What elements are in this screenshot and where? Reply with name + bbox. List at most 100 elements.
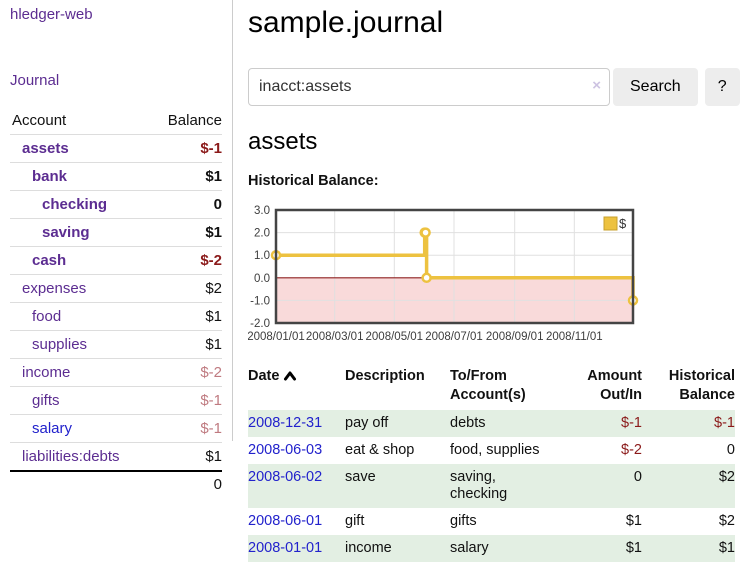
- transaction-accounts: gifts: [450, 513, 477, 529]
- brand-link[interactable]: hledger-web: [10, 6, 93, 23]
- account-balance: $-2: [150, 358, 222, 387]
- account-link[interactable]: gifts: [32, 392, 60, 409]
- account-link[interactable]: income: [22, 364, 71, 381]
- svg-text:2008/03/01: 2008/03/01: [306, 331, 364, 343]
- page-title: sample.journal: [248, 6, 444, 39]
- transaction-amount: $-1: [621, 415, 642, 431]
- account-balance: 0: [150, 190, 222, 219]
- transaction-balance: $-1: [714, 415, 735, 431]
- search-input[interactable]: [248, 68, 610, 106]
- svg-text:3.0: 3.0: [254, 205, 270, 217]
- account-row: salary $-1: [10, 414, 222, 443]
- account-balance: $1: [150, 442, 222, 472]
- svg-text:$: $: [619, 216, 627, 231]
- account-row: gifts $-1: [10, 386, 222, 415]
- nav-journal-link[interactable]: Journal: [10, 72, 60, 89]
- chart-title: Historical Balance:: [248, 173, 379, 189]
- accounts-total-value: 0: [150, 470, 222, 498]
- account-balance: $-1: [150, 134, 222, 163]
- transaction-accounts: saving, checking: [450, 469, 508, 502]
- transaction-date-link[interactable]: 2008-01-01: [248, 540, 323, 556]
- account-row: expenses $2: [10, 274, 222, 303]
- transaction-amount: $1: [625, 513, 642, 529]
- historical-balance-chart: $3.0 2.0 1.0 0.0 -1.0 -2.0 2008/01/01 2008/03/0…: [248, 204, 742, 346]
- account-link[interactable]: expenses: [22, 280, 87, 297]
- help-button[interactable]: ?: [704, 68, 740, 106]
- account-link[interactable]: bank: [32, 168, 68, 185]
- search-button[interactable]: Search: [613, 68, 698, 106]
- svg-text:2.0: 2.0: [254, 228, 270, 240]
- transaction-row: 2008-06-03 eat & shop food, supplies $-2 0: [248, 437, 735, 464]
- account-row: saving $1: [10, 218, 222, 247]
- account-link[interactable]: salary: [32, 420, 73, 437]
- svg-text:-1.0: -1.0: [250, 295, 270, 307]
- transaction-row: 2008-12-31 pay off debts $-1 $-1: [248, 410, 735, 437]
- transaction-accounts: debts: [450, 415, 486, 431]
- account-link[interactable]: cash: [32, 252, 67, 269]
- register-header-tofrom: To/From Account(s): [450, 368, 526, 403]
- account-row: assets $-1: [10, 134, 222, 163]
- register-header-description: Description: [345, 368, 425, 384]
- account-row: cash $-2: [10, 246, 222, 275]
- transaction-date-link[interactable]: 2008-06-01: [248, 513, 323, 529]
- transaction-amount: 0: [633, 469, 642, 485]
- accounts-header-balance: Balance: [150, 107, 222, 135]
- account-balance: $2: [150, 274, 222, 303]
- register-table: Date Description To/From Account(s) Amou…: [248, 365, 735, 562]
- transaction-row: 2008-01-01 income salary $1 $1: [248, 535, 735, 562]
- transaction-description: pay off: [345, 415, 389, 431]
- transaction-date-link[interactable]: 2008-12-31: [248, 415, 323, 431]
- transaction-accounts: food, supplies: [450, 442, 540, 458]
- account-row: checking 0: [10, 190, 222, 219]
- transaction-amount: $-2: [621, 442, 642, 458]
- transaction-date-link[interactable]: 2008-06-02: [248, 469, 323, 485]
- account-link[interactable]: checking: [42, 196, 108, 213]
- sort-asc-icon: [284, 371, 297, 381]
- svg-text:0.0: 0.0: [254, 273, 270, 285]
- account-heading: assets: [248, 128, 318, 155]
- account-row: liabilities:debts $1: [10, 442, 222, 472]
- svg-text:-2.0: -2.0: [250, 318, 270, 330]
- account-link[interactable]: saving: [42, 224, 90, 241]
- transaction-balance: $2: [718, 469, 735, 485]
- account-balance: $1: [150, 330, 222, 359]
- accounts-total-row: 0: [10, 470, 222, 498]
- main-content: sample.journal × Search ? assets Histori…: [248, 0, 742, 562]
- svg-text:2008/05/01: 2008/05/01: [366, 331, 424, 343]
- transaction-description: gift: [345, 513, 365, 529]
- accounts-table: Account Balance assets $-1 bank $1 checking 0…: [10, 107, 222, 498]
- register-header-balance: Historical Balance: [668, 368, 735, 403]
- svg-text:2008/11/01: 2008/11/01: [546, 331, 603, 343]
- clear-search-icon[interactable]: ×: [592, 77, 601, 94]
- account-balance: $-1: [150, 414, 222, 443]
- transaction-accounts: salary: [450, 540, 489, 556]
- transaction-description: eat & shop: [345, 442, 415, 458]
- account-row: income $-2: [10, 358, 222, 387]
- account-balance: $1: [150, 162, 222, 191]
- search-bar: × Search ?: [248, 68, 742, 106]
- account-balance: $1: [150, 218, 222, 247]
- transaction-description: income: [345, 540, 392, 556]
- svg-text:2008/07/01: 2008/07/01: [425, 331, 483, 343]
- svg-text:2008/01/01: 2008/01/01: [248, 331, 305, 343]
- transaction-balance: $1: [718, 540, 735, 556]
- account-row: supplies $1: [10, 330, 222, 359]
- svg-text:1.0: 1.0: [254, 250, 270, 262]
- account-balance: $-2: [150, 246, 222, 275]
- account-balance: $1: [150, 302, 222, 331]
- accounts-header-account: Account: [10, 107, 151, 135]
- transaction-date-link[interactable]: 2008-06-03: [248, 442, 323, 458]
- transaction-description: save: [345, 469, 376, 485]
- transaction-row: 2008-06-01 gift gifts $1 $2: [248, 508, 735, 535]
- transaction-row: 2008-06-02 save saving, checking 0 $2: [248, 464, 735, 508]
- register-header-date[interactable]: Date: [248, 365, 345, 410]
- account-link[interactable]: supplies: [32, 336, 88, 353]
- account-balance: $-1: [150, 386, 222, 415]
- account-link[interactable]: assets: [22, 140, 69, 157]
- transaction-balance: $2: [718, 513, 735, 529]
- account-link[interactable]: food: [32, 308, 62, 325]
- account-row: bank $1: [10, 162, 222, 191]
- transaction-amount: $1: [625, 540, 642, 556]
- account-link[interactable]: liabilities:debts: [22, 448, 120, 465]
